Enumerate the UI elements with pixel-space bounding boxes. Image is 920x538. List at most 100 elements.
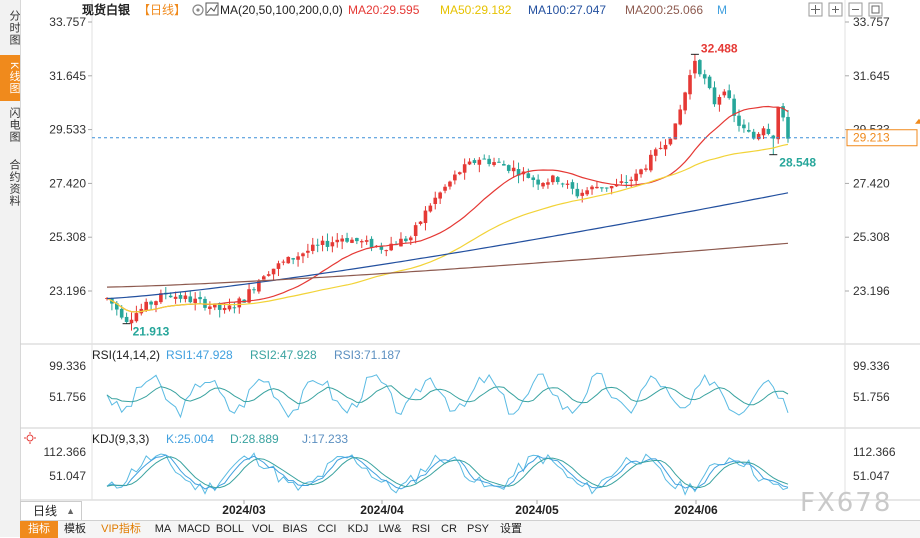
candle-body-80[interactable]	[497, 161, 501, 163]
zoom-out-icon[interactable]	[848, 2, 863, 17]
candle-body-21[interactable]	[208, 306, 212, 309]
candle-body-26[interactable]	[232, 307, 237, 309]
candle-body-116[interactable]	[673, 123, 678, 140]
indicator-tab-10[interactable]: LW&	[378, 523, 402, 535]
candle-body-38[interactable]	[291, 258, 295, 260]
candle-body-37[interactable]	[286, 256, 291, 264]
candle-body-42[interactable]	[310, 244, 315, 251]
sidebar-tab-1[interactable]: K线图	[0, 55, 20, 101]
indicator-tab-13[interactable]: PSY	[466, 523, 489, 535]
candle-body-68[interactable]	[438, 192, 442, 199]
indicator-tab-9[interactable]: KDJ	[347, 523, 369, 535]
chart-area[interactable]: 现货白银 【日线】 MA(20,50,100,200,0,0) MA20:29.595…	[20, 0, 920, 520]
candle-body-31[interactable]	[257, 280, 261, 292]
candle-body-53[interactable]	[364, 240, 369, 242]
candle-body-18[interactable]	[193, 298, 197, 304]
period-select[interactable]: 日线 ▲	[20, 501, 82, 521]
candle-body-43[interactable]	[315, 244, 320, 246]
candle-body-11[interactable]	[159, 293, 163, 303]
candle-body-92[interactable]	[555, 177, 560, 183]
candle-body-93[interactable]	[560, 183, 565, 185]
candle-body-122[interactable]	[702, 74, 707, 79]
candle-body-4[interactable]	[124, 316, 129, 322]
candle-body-100[interactable]	[595, 186, 599, 189]
candle-body-27[interactable]	[237, 298, 242, 308]
candle-body-130[interactable]	[742, 124, 746, 129]
candle-body-117[interactable]	[678, 109, 683, 125]
candle-body-30[interactable]	[252, 289, 256, 291]
candle-body-32[interactable]	[261, 276, 266, 280]
indicator-tab-6[interactable]: VOL	[251, 523, 274, 535]
candle-body-131[interactable]	[747, 129, 751, 132]
candle-body-29[interactable]	[247, 289, 251, 303]
candle-body-113[interactable]	[658, 147, 663, 149]
candle-body-129[interactable]	[737, 115, 741, 126]
candle-body-81[interactable]	[502, 164, 506, 166]
candle-body-74[interactable]	[467, 161, 472, 165]
candle-body-115[interactable]	[668, 138, 673, 145]
candle-body-89[interactable]	[541, 183, 545, 187]
sidebar-tab-2[interactable]: 闪电图	[8, 107, 20, 143]
candle-body-108[interactable]	[634, 173, 638, 181]
candle-body-41[interactable]	[306, 250, 310, 253]
candle-body-75[interactable]	[472, 160, 477, 164]
candle-body-87[interactable]	[531, 177, 536, 180]
candle-body-9[interactable]	[149, 301, 153, 305]
candle-body-132[interactable]	[751, 131, 756, 139]
candle-body-24[interactable]	[222, 307, 227, 311]
candle-body-39[interactable]	[296, 256, 300, 260]
candle-body-13[interactable]	[168, 295, 173, 298]
candle-body-110[interactable]	[644, 168, 648, 170]
candle-body-25[interactable]	[227, 305, 232, 310]
candle-body-57[interactable]	[384, 250, 389, 252]
candle-body-83[interactable]	[511, 167, 516, 172]
candle-body-139[interactable]	[786, 116, 790, 139]
candle-body-60[interactable]	[399, 238, 403, 247]
indicator-tab-5[interactable]: BOLL	[215, 523, 245, 535]
candle-body-14[interactable]	[173, 296, 178, 299]
candle-body-90[interactable]	[546, 182, 550, 185]
candle-body-91[interactable]	[551, 175, 555, 183]
candle-body-70[interactable]	[448, 181, 452, 187]
candle-body-106[interactable]	[624, 182, 629, 184]
candle-body-65[interactable]	[423, 210, 428, 224]
candle-body-44[interactable]	[320, 240, 325, 245]
candle-body-46[interactable]	[330, 242, 335, 247]
candle-body-107[interactable]	[629, 179, 634, 181]
candle-body-111[interactable]	[649, 154, 653, 171]
candle-body-99[interactable]	[590, 186, 594, 190]
candle-body-137[interactable]	[776, 107, 781, 140]
candle-body-138[interactable]	[781, 106, 785, 118]
candle-body-95[interactable]	[570, 182, 575, 189]
candle-body-119[interactable]	[688, 75, 692, 95]
candle-body-121[interactable]	[698, 60, 702, 75]
candle-body-35[interactable]	[276, 263, 281, 269]
candle-body-134[interactable]	[761, 128, 766, 136]
candle-body-71[interactable]	[453, 174, 457, 181]
candle-body-67[interactable]	[433, 197, 438, 205]
candle-body-96[interactable]	[575, 188, 580, 197]
candle-body-48[interactable]	[340, 238, 344, 242]
candle-body-34[interactable]	[271, 268, 276, 275]
zoom-in-icon[interactable]	[828, 2, 843, 17]
candle-body-104[interactable]	[614, 184, 619, 187]
candle-body-125[interactable]	[717, 97, 722, 105]
candle-body-109[interactable]	[639, 169, 643, 175]
candle-body-135[interactable]	[766, 128, 771, 134]
candle-body-79[interactable]	[492, 162, 496, 166]
settings-icon[interactable]	[192, 4, 204, 16]
candle-body-73[interactable]	[462, 164, 467, 173]
sidebar-tab-3[interactable]: 合约资料	[8, 158, 20, 207]
candle-body-102[interactable]	[604, 187, 609, 189]
candle-body-10[interactable]	[154, 301, 158, 306]
candle-body-58[interactable]	[389, 243, 393, 251]
candle-body-120[interactable]	[693, 60, 697, 74]
candle-body-19[interactable]	[198, 297, 202, 300]
candle-body-33[interactable]	[266, 274, 271, 276]
candle-body-50[interactable]	[350, 239, 354, 243]
indicator-tab-2[interactable]: VIP指标	[101, 523, 141, 535]
sidebar-tab-0[interactable]: 分时图	[8, 10, 20, 46]
candle-body-63[interactable]	[413, 225, 418, 237]
candle-body-45[interactable]	[325, 240, 330, 247]
candle-body-62[interactable]	[408, 237, 413, 241]
